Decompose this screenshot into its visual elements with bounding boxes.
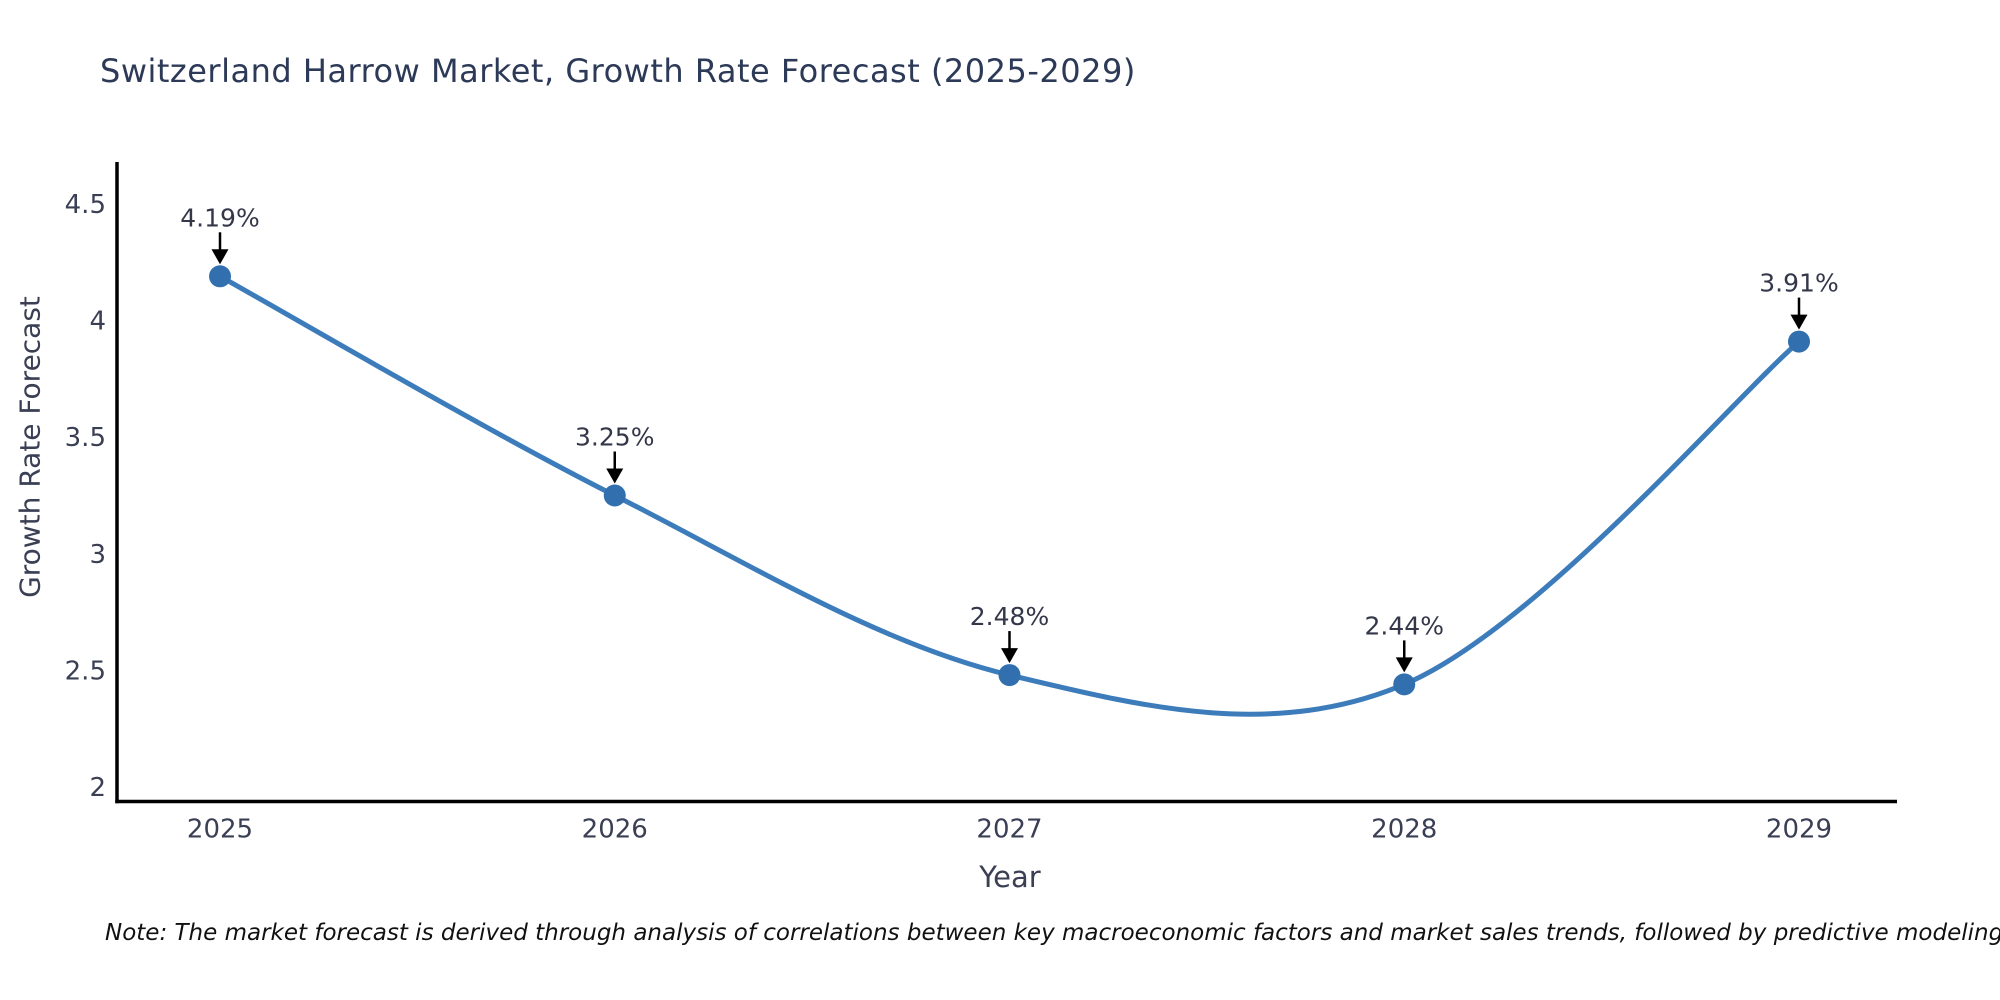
x-tick-label: 2028 [1371, 815, 1437, 845]
y-tick-label: 3.5 [65, 423, 106, 453]
point-label: 3.25% [575, 423, 654, 452]
data-point-2028 [1393, 673, 1416, 696]
annotation-arrowhead [1790, 314, 1808, 330]
point-label: 4.19% [180, 203, 259, 232]
x-tick-label: 2025 [187, 815, 253, 845]
y-tick-label: 2 [89, 773, 106, 803]
point-label: 2.48% [970, 602, 1049, 631]
y-tick-label: 4.5 [65, 190, 106, 220]
x-tick-label: 2026 [582, 815, 648, 845]
footnote: Note: The market forecast is derived thr… [105, 920, 2000, 946]
data-point-2029 [1788, 330, 1810, 353]
x-tick-label: 2029 [1766, 815, 1832, 845]
annotation-arrowhead [606, 468, 624, 484]
data-point-2027 [998, 664, 1021, 687]
point-label: 3.91% [1759, 269, 1838, 298]
annotation-arrowhead [1395, 657, 1413, 673]
x-axis-title: Year [979, 860, 1041, 894]
data-point-2025 [209, 265, 231, 288]
y-tick-label: 4 [89, 307, 106, 337]
x-tick-label: 2027 [976, 815, 1042, 845]
y-tick-label: 2.5 [65, 656, 106, 686]
point-label: 2.44% [1365, 611, 1444, 640]
annotation-arrowhead [211, 249, 229, 265]
y-tick-label: 3 [89, 540, 106, 570]
data-point-2026 [603, 484, 626, 507]
annotation-arrowhead [1001, 648, 1018, 664]
chart-title: Switzerland Harrow Market, Growth Rate F… [100, 52, 1136, 90]
